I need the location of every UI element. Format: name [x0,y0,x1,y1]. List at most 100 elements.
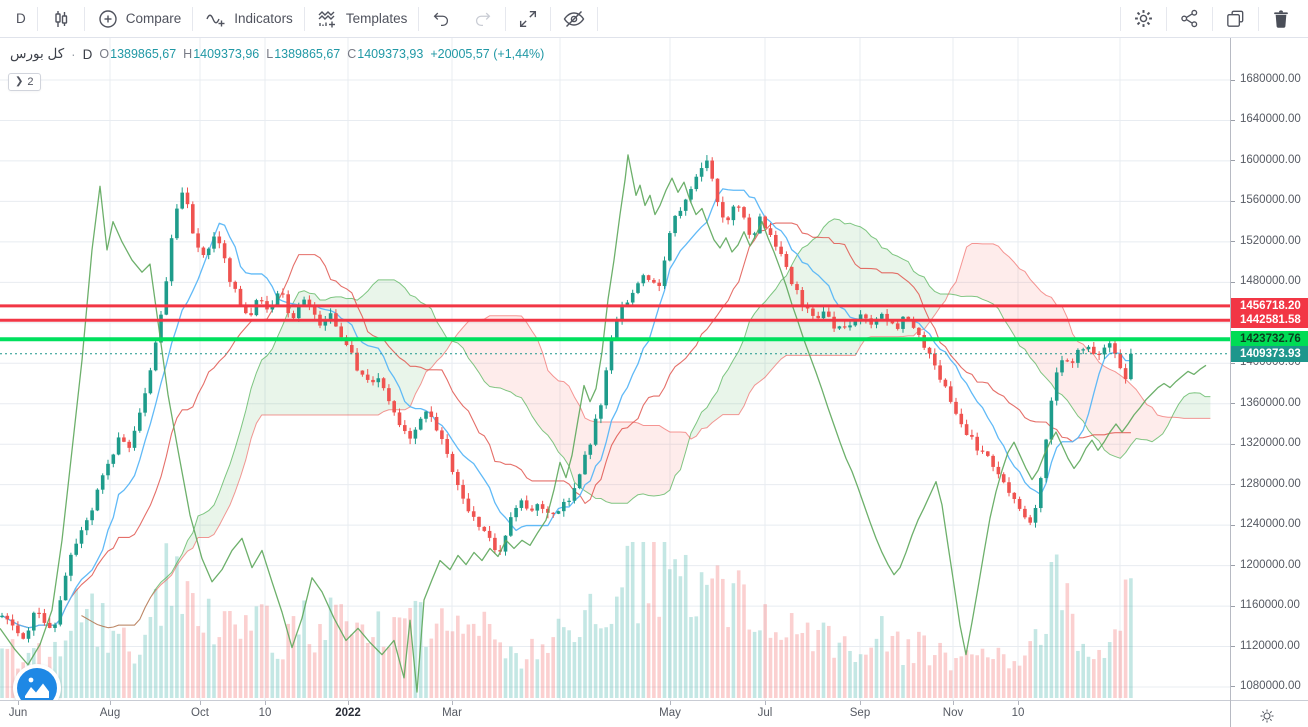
time-axis-label: May [659,707,681,719]
interval-label: D [16,11,26,26]
price-tick-label: 1160000.00 [1240,599,1300,612]
price-tick-label: 1640000.00 [1240,113,1301,126]
undo-button[interactable] [420,0,462,38]
toolbar-separator [597,6,599,31]
time-axis-label: 2022 [335,707,361,719]
price-tick-mark [1231,200,1235,202]
time-axis-label: Nov [942,707,964,719]
time-tick-mark [953,701,954,705]
compare-button[interactable]: Compare [86,0,192,38]
axis-settings-sun-icon[interactable] [1257,706,1277,727]
time-axis-label: 10 [1011,707,1025,719]
time-tick-mark [265,701,266,705]
time-axis-label: 10 [258,707,272,719]
price-level-label: 1423732.76 [1231,331,1308,348]
price-tick-label: 1120000.00 [1240,639,1300,652]
price-tick-mark [1231,79,1235,81]
time-axis-label: Mar [442,707,462,719]
toolbar-separator [192,6,194,31]
price-tick-label: 1320000.00 [1240,437,1301,450]
overlay-indicator-line [0,154,1207,693]
price-tick-mark [1231,443,1235,445]
time-tick-mark [860,701,861,705]
price-tick-mark [1231,281,1235,283]
price-tick-label: 1680000.00 [1240,73,1301,85]
templates-button[interactable]: Templates [306,0,418,38]
chart-pane: كل بورس · D O 1389865,67 H 1409373,96 L 138… [0,38,1230,712]
price-level-label: 1456718.20 [1231,297,1308,314]
compare-plus-icon [99,9,117,28]
redo-button[interactable] [462,0,504,38]
eye-slash-icon [564,10,585,27]
chart-mountain-icon [25,677,49,698]
time-tick-mark [452,701,453,705]
time-axis[interactable]: Jun Aug Oct 10 2022 Mar May Jul Sep Nov 10 [0,700,1230,727]
time-tick-mark [670,701,671,705]
indicators-button[interactable]: Indicators [194,0,303,38]
collapsed-indicators-chip[interactable]: ❯ 2 [8,73,41,91]
time-axis-label: Sep [849,707,871,719]
templates-icon [318,10,335,27]
price-tick-mark [1231,241,1235,243]
price-tick-mark [1231,605,1235,607]
price-level-label: 1442581.58 [1231,312,1308,329]
delete-button[interactable] [1260,0,1302,38]
toolbar-separator [1212,6,1213,31]
time-tick-mark [765,701,766,705]
share-button[interactable] [1168,0,1211,38]
tenkan-line [1,188,1131,629]
toolbar-separator [505,6,507,31]
indicators-label: Indicators [234,11,293,26]
snapshot-button[interactable] [1214,0,1257,38]
fullscreen-button[interactable] [507,0,549,38]
time-tick-mark [18,701,19,705]
ichimoku-cloud-fill [81,218,1211,628]
price-level-label: 1409373.93 [1231,345,1308,362]
toolbar-separator [36,6,38,31]
fullscreen-icon [520,10,537,27]
price-level-lines [0,304,1230,355]
hide-drawings-button[interactable] [552,0,596,38]
toolbar-separator [418,6,420,31]
toolbar-separator [550,6,552,31]
top-toolbar: D Compare Indicators [0,0,1308,38]
price-tick-label: 1520000.00 [1240,234,1301,247]
price-axis[interactable]: 1680000.00 1640000.00 1600000.00 1560000.00… [1230,38,1308,727]
interval-button[interactable]: D [6,0,36,38]
gear-icon [1135,10,1152,27]
candlestick-icon [55,10,67,27]
settings-button[interactable] [1122,0,1165,38]
redo-icon [476,12,491,26]
toolbar-separator [1120,6,1121,31]
indicator-count: 2 [27,76,34,88]
price-tick-label: 1600000.00 [1240,153,1301,166]
snapshot-icon [1227,10,1244,27]
toolbar-separator [1258,6,1259,31]
time-axis-label: Aug [99,707,121,719]
templates-label: Templates [345,11,408,26]
ichimoku-cloud-strokes [81,218,1211,629]
axis-corner-line [1231,700,1308,701]
toolbar-separator [83,6,85,31]
time-tick-mark [1018,701,1019,705]
price-tick-mark [1231,403,1235,405]
indicators-icon [206,14,225,26]
undo-icon [434,12,449,26]
share-icon [1181,9,1198,28]
compare-label: Compare [125,11,182,26]
grid-lines [0,38,1230,700]
time-tick-mark [348,701,349,705]
price-tick-label: 1080000.00 [1240,679,1301,692]
price-tick-mark [1231,565,1235,567]
price-tick-label: 1240000.00 [1240,518,1301,531]
price-tick-mark [1231,524,1235,526]
price-tick-mark [1231,119,1235,121]
time-axis-label: Jun [8,707,28,719]
time-axis-label: Jul [757,707,773,719]
price-tick-label: 1480000.00 [1240,275,1301,288]
chart-style-button[interactable] [39,0,83,38]
time-axis-label: Oct [191,707,209,719]
volume-bars [0,542,1133,698]
price-chart-canvas[interactable] [0,38,1230,700]
